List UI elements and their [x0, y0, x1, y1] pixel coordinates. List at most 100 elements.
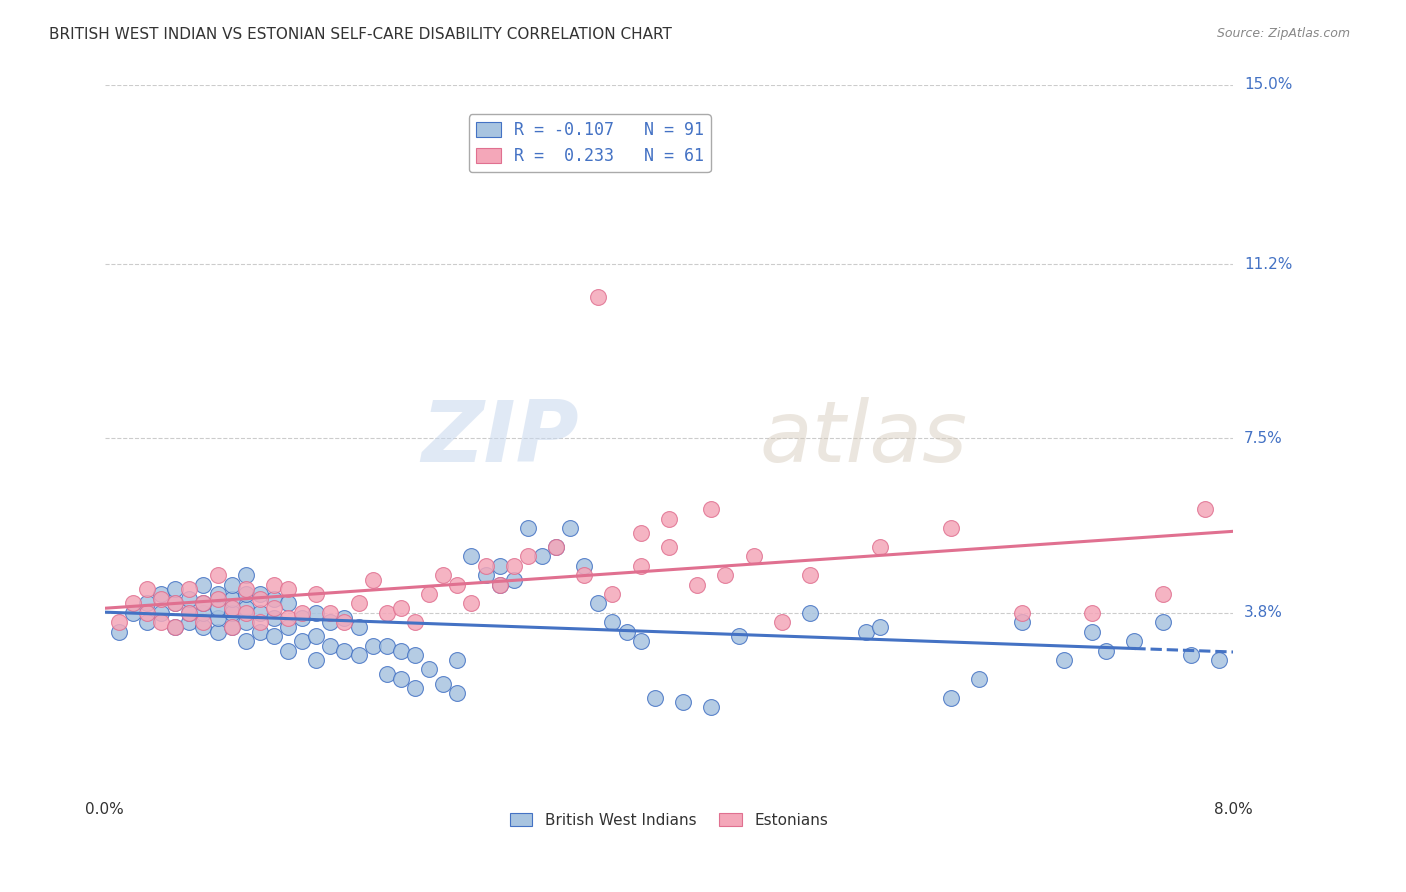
- Point: [305, 653, 328, 667]
- Point: [728, 629, 751, 643]
- Point: [474, 568, 496, 582]
- Point: [305, 606, 328, 620]
- Point: [869, 540, 891, 554]
- Point: [418, 587, 440, 601]
- Point: [291, 606, 314, 620]
- Point: [686, 577, 709, 591]
- Text: 15.0%: 15.0%: [1244, 78, 1292, 93]
- Point: [1053, 653, 1076, 667]
- Point: [630, 558, 652, 573]
- Point: [544, 540, 567, 554]
- Point: [221, 606, 243, 620]
- Legend: British West Indians, Estonians: British West Indians, Estonians: [503, 806, 834, 834]
- Point: [122, 606, 145, 620]
- Point: [1152, 615, 1174, 630]
- Point: [404, 648, 426, 663]
- Point: [404, 615, 426, 630]
- Point: [1081, 624, 1104, 639]
- Point: [207, 624, 229, 639]
- Text: 11.2%: 11.2%: [1244, 257, 1292, 271]
- Point: [1011, 615, 1033, 630]
- Point: [150, 615, 173, 630]
- Point: [305, 629, 328, 643]
- Point: [488, 577, 510, 591]
- Text: ZIP: ZIP: [420, 397, 579, 480]
- Point: [235, 601, 257, 615]
- Point: [207, 591, 229, 606]
- Point: [277, 582, 299, 597]
- Point: [165, 596, 187, 610]
- Point: [1011, 606, 1033, 620]
- Point: [446, 577, 468, 591]
- Point: [799, 606, 821, 620]
- Point: [136, 615, 159, 630]
- Point: [855, 624, 877, 639]
- Point: [375, 606, 398, 620]
- Point: [249, 624, 271, 639]
- Point: [404, 681, 426, 696]
- Point: [235, 606, 257, 620]
- Point: [193, 620, 215, 634]
- Point: [602, 587, 624, 601]
- Point: [446, 653, 468, 667]
- Point: [207, 587, 229, 601]
- Point: [221, 601, 243, 615]
- Point: [305, 587, 328, 601]
- Point: [347, 620, 370, 634]
- Point: [207, 601, 229, 615]
- Point: [1081, 606, 1104, 620]
- Point: [179, 606, 201, 620]
- Point: [235, 634, 257, 648]
- Point: [150, 606, 173, 620]
- Point: [235, 568, 257, 582]
- Point: [263, 610, 285, 624]
- Point: [574, 568, 596, 582]
- Point: [389, 643, 412, 657]
- Point: [616, 624, 638, 639]
- Text: atlas: atlas: [759, 397, 967, 480]
- Point: [193, 596, 215, 610]
- Point: [1152, 587, 1174, 601]
- Point: [1095, 643, 1118, 657]
- Point: [277, 610, 299, 624]
- Point: [319, 639, 342, 653]
- Point: [221, 591, 243, 606]
- Point: [193, 596, 215, 610]
- Point: [319, 615, 342, 630]
- Point: [770, 615, 793, 630]
- Text: BRITISH WEST INDIAN VS ESTONIAN SELF-CARE DISABILITY CORRELATION CHART: BRITISH WEST INDIAN VS ESTONIAN SELF-CAR…: [49, 27, 672, 42]
- Point: [277, 643, 299, 657]
- Point: [136, 582, 159, 597]
- Point: [967, 672, 990, 686]
- Point: [446, 686, 468, 700]
- Point: [544, 540, 567, 554]
- Point: [1208, 653, 1230, 667]
- Point: [502, 558, 524, 573]
- Point: [742, 549, 765, 564]
- Point: [207, 568, 229, 582]
- Point: [939, 690, 962, 705]
- Point: [150, 591, 173, 606]
- Point: [249, 606, 271, 620]
- Point: [700, 700, 723, 714]
- Point: [658, 540, 681, 554]
- Point: [672, 695, 695, 709]
- Point: [347, 596, 370, 610]
- Point: [136, 596, 159, 610]
- Text: 3.8%: 3.8%: [1244, 606, 1284, 620]
- Point: [249, 591, 271, 606]
- Point: [602, 615, 624, 630]
- Point: [235, 587, 257, 601]
- Point: [221, 620, 243, 634]
- Text: 7.5%: 7.5%: [1244, 431, 1282, 446]
- Point: [179, 606, 201, 620]
- Point: [630, 634, 652, 648]
- Point: [207, 610, 229, 624]
- Point: [333, 615, 356, 630]
- Point: [588, 596, 610, 610]
- Point: [460, 596, 482, 610]
- Point: [1194, 502, 1216, 516]
- Point: [263, 601, 285, 615]
- Point: [460, 549, 482, 564]
- Point: [1180, 648, 1202, 663]
